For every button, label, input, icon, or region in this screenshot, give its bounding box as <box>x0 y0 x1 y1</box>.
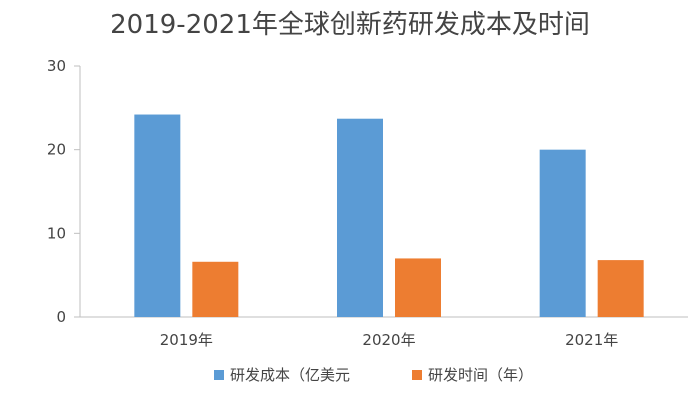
x-tick-label: 2019年 <box>160 331 213 349</box>
legend-label-1: 研发时间（年） <box>428 366 533 384</box>
x-tick-label: 2021年 <box>565 331 618 349</box>
legend-swatch-1 <box>412 370 422 380</box>
bar-time-0 <box>192 261 239 317</box>
bar-cost-1 <box>337 118 383 318</box>
bar-cost-2 <box>539 149 586 317</box>
chart-title: 2019-2021年全球创新药研发成本及时间 <box>110 10 590 40</box>
bar-time-2 <box>597 260 644 317</box>
y-tick-label: 30 <box>47 57 66 75</box>
y-tick-label: 0 <box>56 308 66 326</box>
y-tick-label: 20 <box>47 141 66 159</box>
bar-cost-0 <box>134 114 181 317</box>
y-tick-label: 10 <box>47 224 66 242</box>
legend-label-0: 研发成本（亿美元 <box>230 366 350 384</box>
x-tick-label: 2020年 <box>362 331 415 349</box>
bar-time-1 <box>395 258 441 317</box>
legend-swatch-0 <box>214 370 224 380</box>
